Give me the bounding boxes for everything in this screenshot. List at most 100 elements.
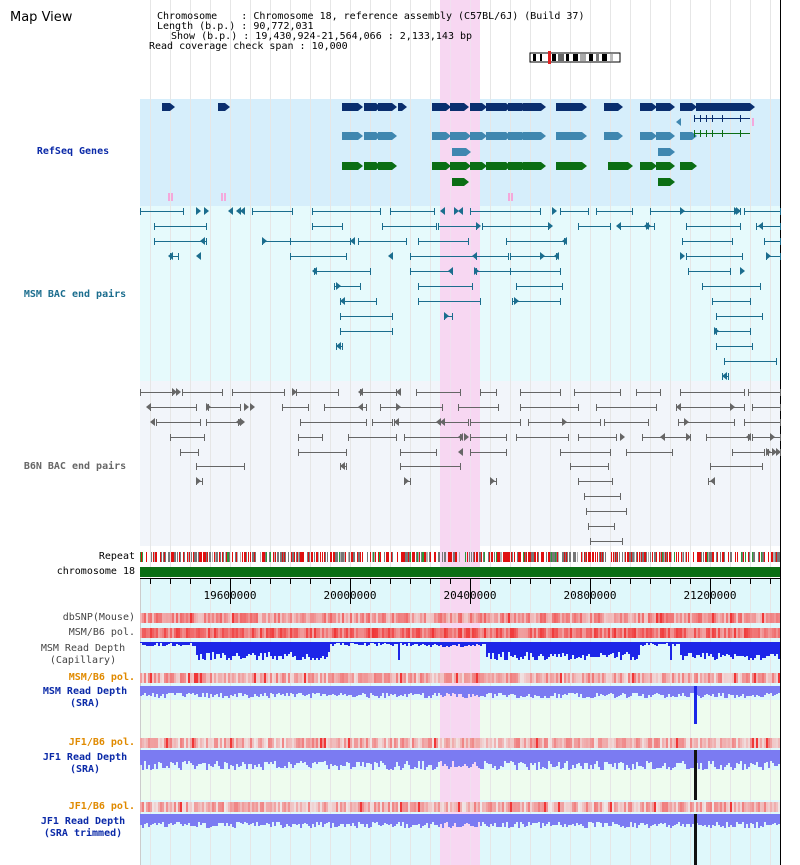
refseq-gene-block — [556, 132, 582, 140]
msm-pol-heat-cell — [342, 628, 344, 638]
jf1-pol-heat-cell — [760, 738, 762, 748]
refseq-gene-arrow — [618, 132, 623, 140]
jf1-pol2-heat-cell — [544, 802, 546, 812]
msm-capillary-depth-bar — [748, 642, 750, 660]
jf1-trimmed-depth-bar — [664, 814, 666, 823]
repeat-feature — [330, 552, 331, 562]
jf1-sra-depth-bar — [246, 750, 248, 769]
refseq-gene-block — [604, 132, 618, 140]
msm-pol2-heat-cell — [314, 673, 316, 683]
repeat-feature — [617, 552, 618, 562]
msm-capillary-depth-bar — [436, 642, 438, 645]
jf1-pol-heat-cell — [500, 738, 502, 748]
msm-capillary-depth-bar — [620, 642, 622, 660]
jf1-pol2-heat-cell — [322, 802, 324, 812]
jf1-trimmed-depth-bar — [526, 814, 528, 826]
jf1-depth-trim-label: JF1 Read Depth (SRA trimmed) — [28, 816, 138, 840]
msm-sra-depth-bar — [250, 686, 252, 697]
dbsnp-heat-cell — [384, 613, 386, 623]
jf1-pol-heat-cell — [140, 738, 142, 748]
jf1-pol-heat-cell — [274, 738, 276, 748]
jf1-pol2-heat-cell — [648, 802, 650, 812]
jf1-sra-depth-bar — [350, 750, 352, 769]
jf1-sra-depth-bar — [654, 750, 656, 769]
jf1-pol-heat-cell — [394, 738, 396, 748]
jf1-pol2-heat-cell — [340, 802, 342, 812]
dbsnp-heat-cell — [532, 613, 534, 623]
msm-bac-end-marker — [444, 312, 449, 320]
jf1-trimmed-depth-bar — [542, 814, 544, 823]
dbsnp-heat-cell — [430, 613, 432, 623]
msm-sra-depth-bar — [206, 686, 208, 693]
jf1-trimmed-depth-bar — [492, 814, 494, 826]
jf1-pol2-heat-cell — [616, 802, 618, 812]
msm-sra-depth-bar — [418, 686, 420, 694]
msm-pol-heat-cell — [726, 628, 728, 638]
msm-sra-depth-bar — [274, 686, 276, 697]
msm-sra-depth-bar — [228, 686, 230, 698]
jf1-sra-depth-bar — [222, 750, 224, 769]
repeat-feature — [754, 552, 755, 562]
jf1-trimmed-depth-bar — [300, 814, 302, 828]
msm-sra-depth-bar — [706, 686, 708, 694]
msm-capillary-depth-bar — [306, 642, 308, 654]
jf1-trimmed-depth-bar — [656, 814, 658, 826]
jf1-pol-heat-cell — [482, 738, 484, 748]
ideogram-band — [580, 54, 586, 61]
dbsnp-heat-cell — [320, 613, 322, 623]
msm-pol-heat-cell — [350, 628, 352, 638]
msm-capillary-depth-bar — [398, 642, 400, 660]
jf1-pol2-heat-cell — [602, 802, 604, 812]
msm-capillary-depth-bar — [296, 642, 298, 660]
jf1-sra-depth-bar — [712, 750, 714, 761]
jf1-trimmed-depth-bar — [280, 814, 282, 825]
jf1-sra-depth-bar — [522, 750, 524, 763]
msm-capillary-depth-bar — [520, 642, 522, 657]
jf1-pol2-heat-cell — [210, 802, 212, 812]
jf1-sra-depth-bar — [428, 750, 430, 765]
dbsnp-heat-cell — [176, 613, 178, 623]
msm-pol-heat-cell — [144, 628, 146, 638]
jf1-sra-depth-bar — [190, 750, 192, 763]
msm-capillary-depth-bar — [426, 642, 428, 646]
jf1-trimmed-depth-bar — [722, 814, 724, 826]
refseq-gene-block — [486, 103, 506, 111]
jf1-sra-depth-bar — [164, 750, 166, 768]
jf1-sra-depth-bar — [340, 750, 342, 765]
msm-sra-depth-bar — [536, 686, 538, 696]
jf1-sra-depth-bar — [462, 750, 464, 766]
repeat-feature — [253, 552, 254, 562]
ideogram-band — [573, 54, 578, 61]
repeat-feature — [584, 552, 585, 562]
repeat-feature — [500, 552, 501, 562]
dbsnp-heat-cell — [274, 613, 276, 623]
jf1-trimmed-depth-bar — [166, 814, 168, 827]
msm-capillary-depth-bar — [192, 642, 194, 646]
msm-capillary-depth-bar — [198, 642, 200, 660]
msm-pol2-heat-cell — [548, 673, 550, 683]
msm-capillary-depth-bar — [144, 642, 146, 645]
dbsnp-heat-cell — [256, 613, 258, 623]
jf1-sra-depth-bar — [256, 750, 258, 767]
msm-capillary-depth-bar — [210, 642, 212, 660]
repeat-feature — [339, 552, 340, 562]
jf1-pol-heat-cell — [398, 738, 400, 748]
msm-pol-heat-cell — [428, 628, 430, 638]
jf1-trimmed-depth-bar — [520, 814, 522, 822]
repeat-feature — [555, 552, 556, 562]
msm-pol-heat-cell — [414, 628, 416, 638]
msm-pol-heat-cell — [482, 628, 484, 638]
jf1-trimmed-depth-bar — [618, 814, 620, 825]
msm-pol-heat-cell — [254, 628, 256, 638]
msm-sra-depth-bar — [326, 686, 328, 696]
jf1-sra-depth-bar — [640, 750, 642, 766]
repeat-feature — [337, 552, 338, 562]
msm-pol-heat-cell — [324, 628, 326, 638]
msm-sra-depth-bar — [342, 686, 344, 695]
msm-sra-depth-bar — [166, 686, 168, 694]
jf1-pol-heat-cell — [654, 738, 656, 748]
jf1-trimmed-depth-bar — [378, 814, 380, 825]
jf1-pol-heat-cell — [512, 738, 514, 748]
repeat-feature — [648, 552, 649, 562]
